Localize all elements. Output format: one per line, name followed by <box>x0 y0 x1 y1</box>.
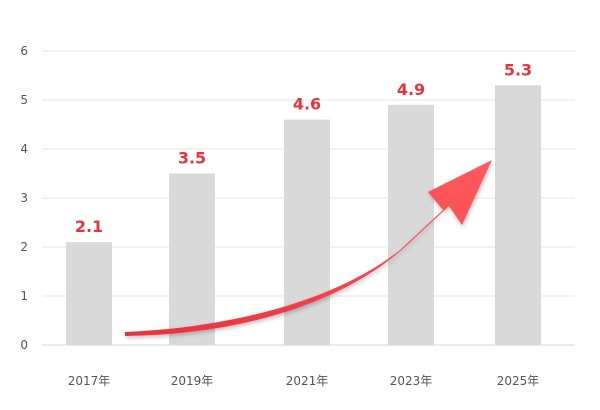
y-tick-label: 2 <box>20 240 28 254</box>
y-tick-label: 0 <box>20 338 28 352</box>
y-tick-label: 5 <box>20 93 28 107</box>
x-tick-label: 2025年 <box>497 374 540 388</box>
y-tick-label: 4 <box>20 142 28 156</box>
y-tick-label: 1 <box>20 289 28 303</box>
bar <box>495 85 541 346</box>
x-tick-label: 2017年 <box>68 374 111 388</box>
y-axis-ticks: 0 1 2 3 4 5 6 <box>20 44 28 352</box>
x-tick-label: 2019年 <box>171 374 214 388</box>
data-label: 2.1 <box>75 217 103 236</box>
trend-arrow <box>125 160 492 336</box>
x-axis-ticks: 2017年 2019年 2021年 2023年 2025年 <box>68 374 540 388</box>
data-label: 3.5 <box>178 149 206 168</box>
bars <box>66 85 541 346</box>
data-labels: 2.1 3.5 4.6 4.9 5.3 <box>75 60 532 236</box>
data-label: 5.3 <box>504 60 532 79</box>
bar <box>169 173 215 345</box>
y-tick-label: 3 <box>20 191 28 205</box>
trend-arrow-icon <box>125 160 492 336</box>
bar <box>388 104 434 346</box>
data-label: 4.9 <box>397 80 425 99</box>
bar <box>66 242 112 345</box>
data-label: 4.6 <box>293 95 321 114</box>
y-tick-label: 6 <box>20 44 28 58</box>
x-tick-label: 2023年 <box>390 374 433 388</box>
bar <box>284 119 330 345</box>
x-tick-label: 2021年 <box>286 374 329 388</box>
